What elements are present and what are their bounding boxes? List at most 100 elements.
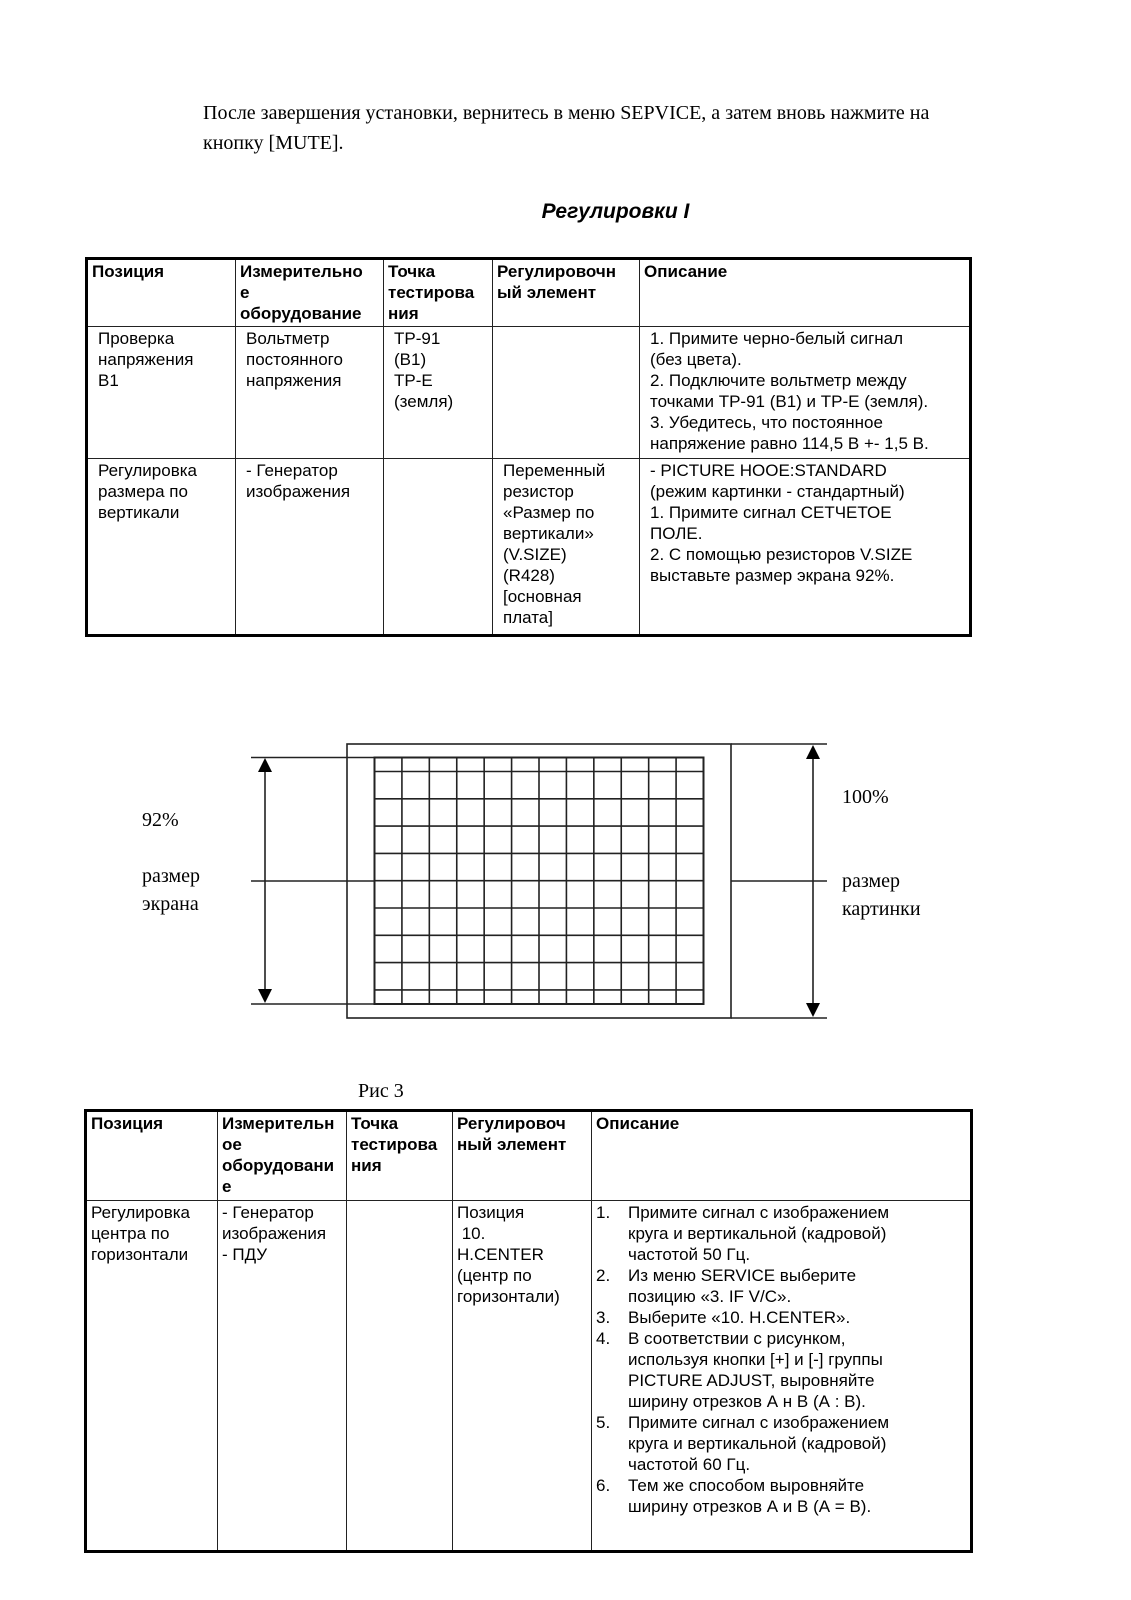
table-row: Регулировка центра по горизонтали - Генера… bbox=[85, 1200, 972, 1552]
table-header-row: Позиция Измерительн ое оборудовани е Точка т… bbox=[85, 1110, 972, 1201]
step-item: 4. В соответствии с рисунком, используя кн… bbox=[596, 1328, 966, 1412]
header-cell: Измерительн ое оборудовани е bbox=[217, 1110, 347, 1201]
text-line: горизонтали) bbox=[457, 1287, 560, 1306]
step-item: 3. Выберите «10. H.CENTER». bbox=[596, 1307, 966, 1328]
text-line: точками TP-91 (B1) и TP-E (земля). bbox=[650, 392, 929, 411]
step-number: 6. bbox=[596, 1476, 611, 1495]
text-line: вертикали bbox=[98, 503, 180, 522]
text-line: (B1) bbox=[394, 350, 427, 369]
text-line: - Генератор bbox=[246, 461, 338, 480]
header-cell: Описание bbox=[591, 1110, 972, 1201]
step-text: позицию «3. IF V/C». bbox=[628, 1287, 792, 1306]
text-line: Переменный bbox=[503, 461, 606, 480]
equipment-cell: Вольтметр постоянного напряжения bbox=[235, 326, 384, 459]
text-line: напряжения bbox=[246, 371, 342, 390]
step-number: 5. bbox=[596, 1413, 611, 1432]
header-cell: Описание bbox=[639, 258, 971, 327]
header-cell: Позиция bbox=[85, 1110, 218, 1201]
test-point-cell bbox=[383, 458, 493, 636]
text-line: B1 bbox=[98, 371, 119, 390]
text-line: Регулировоч bbox=[457, 1114, 566, 1133]
text-line: размер bbox=[142, 865, 201, 887]
text-line: экрана bbox=[142, 893, 199, 915]
text-line: Позиция bbox=[92, 262, 165, 281]
text-line: Описание bbox=[596, 1114, 680, 1133]
step-item: 5. Примите сигнал с изображением круга и в… bbox=[596, 1412, 966, 1475]
arrow-up-icon bbox=[806, 745, 820, 759]
text-line: выставьте размер экрана 92%. bbox=[650, 566, 895, 585]
text-line: оборудовани bbox=[222, 1156, 335, 1175]
text-line: Регулировка bbox=[91, 1203, 190, 1222]
section-title: Регулировки I bbox=[541, 200, 690, 223]
text-line: ый элемент bbox=[497, 283, 597, 302]
text-line: размер bbox=[842, 870, 901, 892]
step-text: PICTURE ADJUST, выровняйте bbox=[628, 1371, 875, 1390]
screen-size-label: размер экрана bbox=[142, 862, 200, 918]
arrow-up-icon bbox=[258, 758, 272, 772]
description-cell: - PICTURE HOOE:STANDARD (режим картинки -… bbox=[639, 458, 971, 636]
text-line: 2. С помощью резисторов V.SIZE bbox=[650, 545, 913, 564]
text-line: Регулировка bbox=[98, 461, 197, 480]
step-text: используя кнопки [+] и [-] группы bbox=[628, 1350, 883, 1369]
text-line: напряжение равно 114,5 В +- 1,5 В. bbox=[650, 434, 929, 453]
text-line: ния bbox=[351, 1156, 382, 1175]
text-line: - Генератор bbox=[222, 1203, 314, 1222]
text-line: - PICTURE HOOE:STANDARD bbox=[650, 461, 887, 480]
text-line: ный элемент bbox=[457, 1135, 567, 1154]
text-line: Регулировочн bbox=[497, 262, 617, 281]
text-line: TP-E bbox=[394, 371, 433, 390]
text-line: 1. Примите сигнал СЕТЧЕТОЕ bbox=[650, 503, 892, 522]
text-line: вертикали» bbox=[503, 524, 594, 543]
text-line: 2. Подключите вольтметр между bbox=[650, 371, 907, 390]
text-line: «Размер по bbox=[503, 503, 595, 522]
step-text: ширину отрезков А н В (А : В). bbox=[628, 1392, 866, 1411]
header-cell: Регулировочн ый элемент bbox=[492, 258, 640, 327]
text-line: 1. Примите черно-белый сигнал bbox=[650, 329, 904, 348]
text-line: изображения bbox=[222, 1224, 327, 1243]
description-cell: 1. Примите черно-белый сигнал (без цвета)… bbox=[639, 326, 971, 459]
adjustments-table-2: Позиция Измерительн ое оборудовани е Точка т… bbox=[84, 1109, 973, 1553]
text-line: е bbox=[240, 283, 250, 302]
intro-line: После завершения установки, вернитесь в … bbox=[203, 102, 930, 124]
text-line: (R428) bbox=[503, 566, 555, 585]
step-number: 3. bbox=[596, 1308, 611, 1327]
text-line: Точка bbox=[388, 262, 436, 281]
step-text: круга и вертикальной (кадровой) bbox=[628, 1434, 887, 1453]
arrow-down-icon bbox=[258, 989, 272, 1003]
equipment-cell: - Генератор изображения - ПДУ bbox=[217, 1200, 347, 1552]
adjust-element-cell bbox=[492, 326, 640, 459]
text-line: (V.SIZE) bbox=[503, 545, 567, 564]
text-line: [основная bbox=[503, 587, 582, 606]
step-text: Из меню SERVICE выберите bbox=[628, 1266, 857, 1285]
text-line: плата] bbox=[503, 608, 553, 627]
text-line: Позиция bbox=[457, 1203, 525, 1222]
step-text: Примите сигнал с изображением bbox=[628, 1203, 890, 1222]
text-line: ое bbox=[222, 1135, 242, 1154]
picture-size-label: размер картинки bbox=[842, 867, 921, 923]
text-line: размера по bbox=[98, 482, 188, 501]
steps-list: 1. Примите сигнал с изображением круга и в… bbox=[596, 1202, 966, 1517]
intro-paragraph: После завершения установки, вернитесь в … bbox=[203, 98, 1043, 158]
text-line: Измерительн bbox=[222, 1114, 335, 1133]
text-line: тестирова bbox=[388, 283, 475, 302]
text-line: постоянного bbox=[246, 350, 343, 369]
text-line: напряжения bbox=[98, 350, 194, 369]
step-text: В соответствии с рисунком, bbox=[628, 1329, 846, 1348]
test-point-cell: TP-91 (B1) TP-E (земля) bbox=[383, 326, 493, 459]
step-number: 2. bbox=[596, 1266, 611, 1285]
description-cell: 1. Примите сигнал с изображением круга и в… bbox=[591, 1200, 972, 1552]
header-cell: Точка тестирова ния bbox=[346, 1110, 453, 1201]
step-text: частотой 50 Гц. bbox=[628, 1245, 751, 1264]
step-text: Тем же способом выровняйте bbox=[628, 1476, 865, 1495]
step-text: Примите сигнал с изображением bbox=[628, 1413, 890, 1432]
step-text: Выберите «10. H.CENTER». bbox=[628, 1308, 851, 1327]
text-line: резистор bbox=[503, 482, 574, 501]
text-line: изображения bbox=[246, 482, 351, 501]
text-line: Точка bbox=[351, 1114, 399, 1133]
table-row: Проверка напряжения B1 Вольтметр постоянног… bbox=[86, 326, 971, 459]
position-cell: Регулировка центра по горизонтали bbox=[85, 1200, 218, 1552]
step-text: частотой 60 Гц. bbox=[628, 1455, 751, 1474]
text-line: 10. bbox=[457, 1224, 486, 1243]
step-number: 4. bbox=[596, 1329, 611, 1348]
figure-caption: Рис 3 bbox=[358, 1080, 404, 1102]
